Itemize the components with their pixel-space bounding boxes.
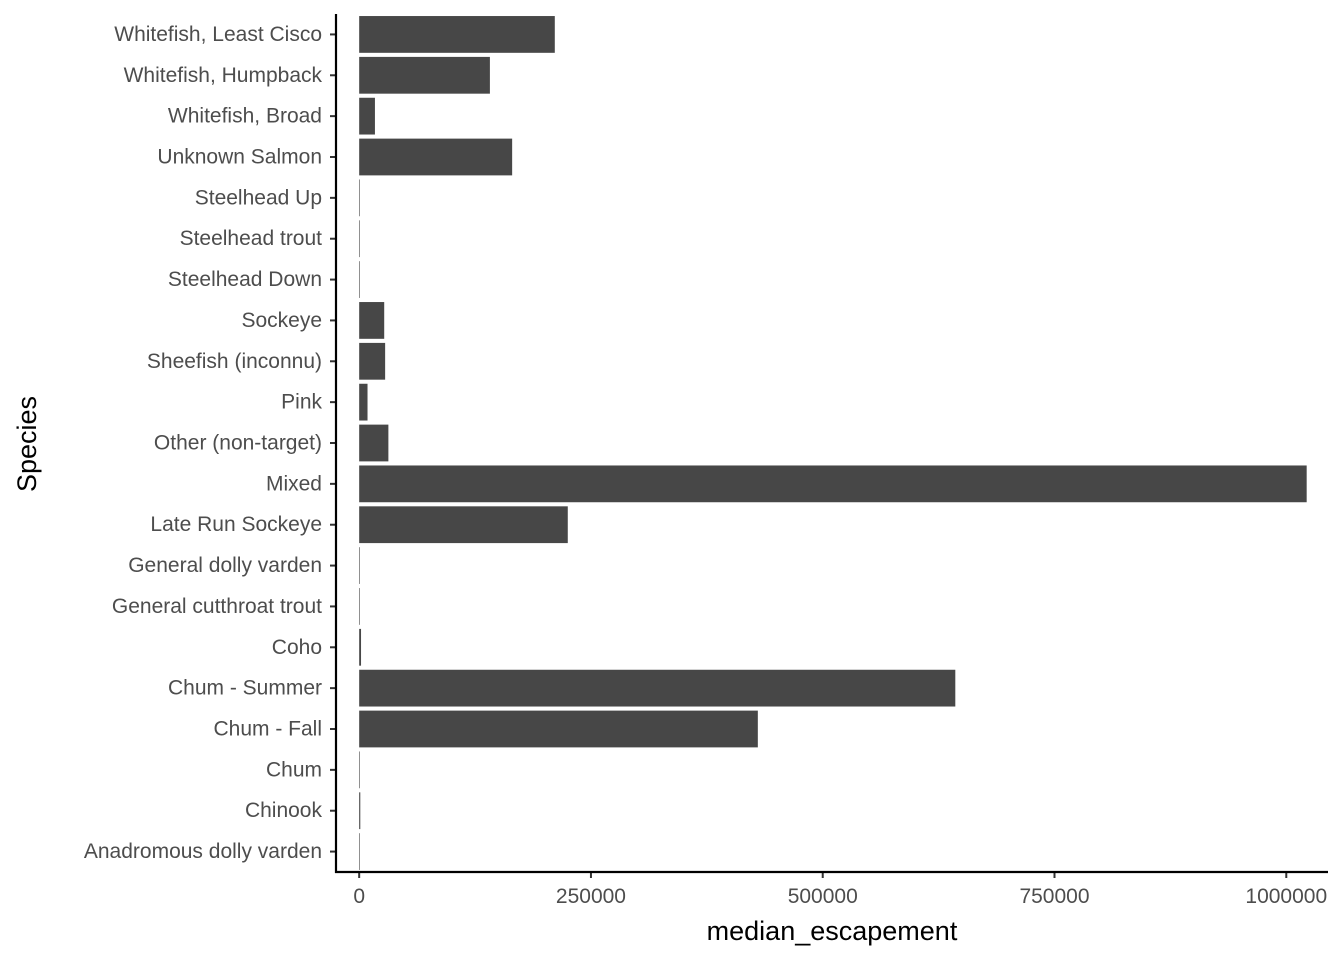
bar (359, 669, 956, 707)
bar (359, 833, 360, 870)
y-axis-ticks: Anadromous dolly varden Chinook Chum Chum -… (84, 23, 336, 863)
x-tick-label: 750000 (1019, 885, 1089, 908)
y-tick-label: Chinook (245, 799, 323, 822)
bar (359, 792, 361, 830)
bars-group (359, 16, 1307, 870)
bar (359, 710, 758, 748)
y-tick-label: Whitefish, Broad (168, 105, 322, 128)
y-tick-label: Steelhead Up (195, 186, 322, 209)
x-tick-label: 500000 (788, 885, 858, 908)
bar (359, 220, 360, 258)
bar (359, 56, 490, 94)
y-tick-label: Whitefish, Least Cisco (114, 23, 322, 46)
x-axis-ticks: 0 250000 500000 750000 1000000 (353, 872, 1327, 908)
bar (359, 588, 360, 625)
bar (359, 547, 360, 584)
bar (359, 179, 360, 217)
y-tick-label: Coho (272, 636, 322, 659)
y-axis-title: Species (12, 396, 42, 492)
bar (359, 261, 360, 298)
y-tick-label: Unknown Salmon (157, 146, 322, 169)
x-tick-label: 250000 (556, 885, 626, 908)
y-tick-label: Pink (281, 391, 322, 414)
y-tick-label: Other (non-target) (154, 432, 322, 455)
bar (359, 342, 386, 380)
bar (359, 424, 389, 462)
bar (359, 302, 385, 339)
x-tick-label: 1000000 (1245, 885, 1327, 908)
y-tick-label: General cutthroat trout (112, 595, 322, 618)
y-tick-label: Mixed (266, 472, 322, 495)
y-tick-label: Anadromous dolly varden (84, 840, 322, 863)
y-tick-label: Sheefish (inconnu) (147, 350, 322, 373)
x-tick-label: 0 (353, 885, 365, 908)
y-tick-label: Chum - Fall (213, 718, 322, 741)
y-tick-label: Steelhead trout (180, 227, 323, 250)
y-tick-label: General dolly varden (128, 554, 322, 577)
bar (359, 628, 362, 666)
bar (359, 751, 360, 789)
bar (359, 138, 513, 176)
y-tick-label: Sockeye (241, 309, 322, 332)
bar (359, 16, 555, 53)
y-tick-label: Chum (266, 758, 322, 781)
y-tick-label: Steelhead Down (168, 268, 322, 291)
x-axis-title: median_escapement (707, 916, 958, 946)
bar (359, 383, 368, 421)
y-tick-label: Chum - Summer (168, 677, 322, 700)
bar (359, 506, 568, 544)
y-tick-label: Late Run Sockeye (150, 513, 322, 536)
bar (359, 97, 375, 135)
bar (359, 465, 1307, 503)
y-tick-label: Whitefish, Humpback (124, 64, 323, 87)
